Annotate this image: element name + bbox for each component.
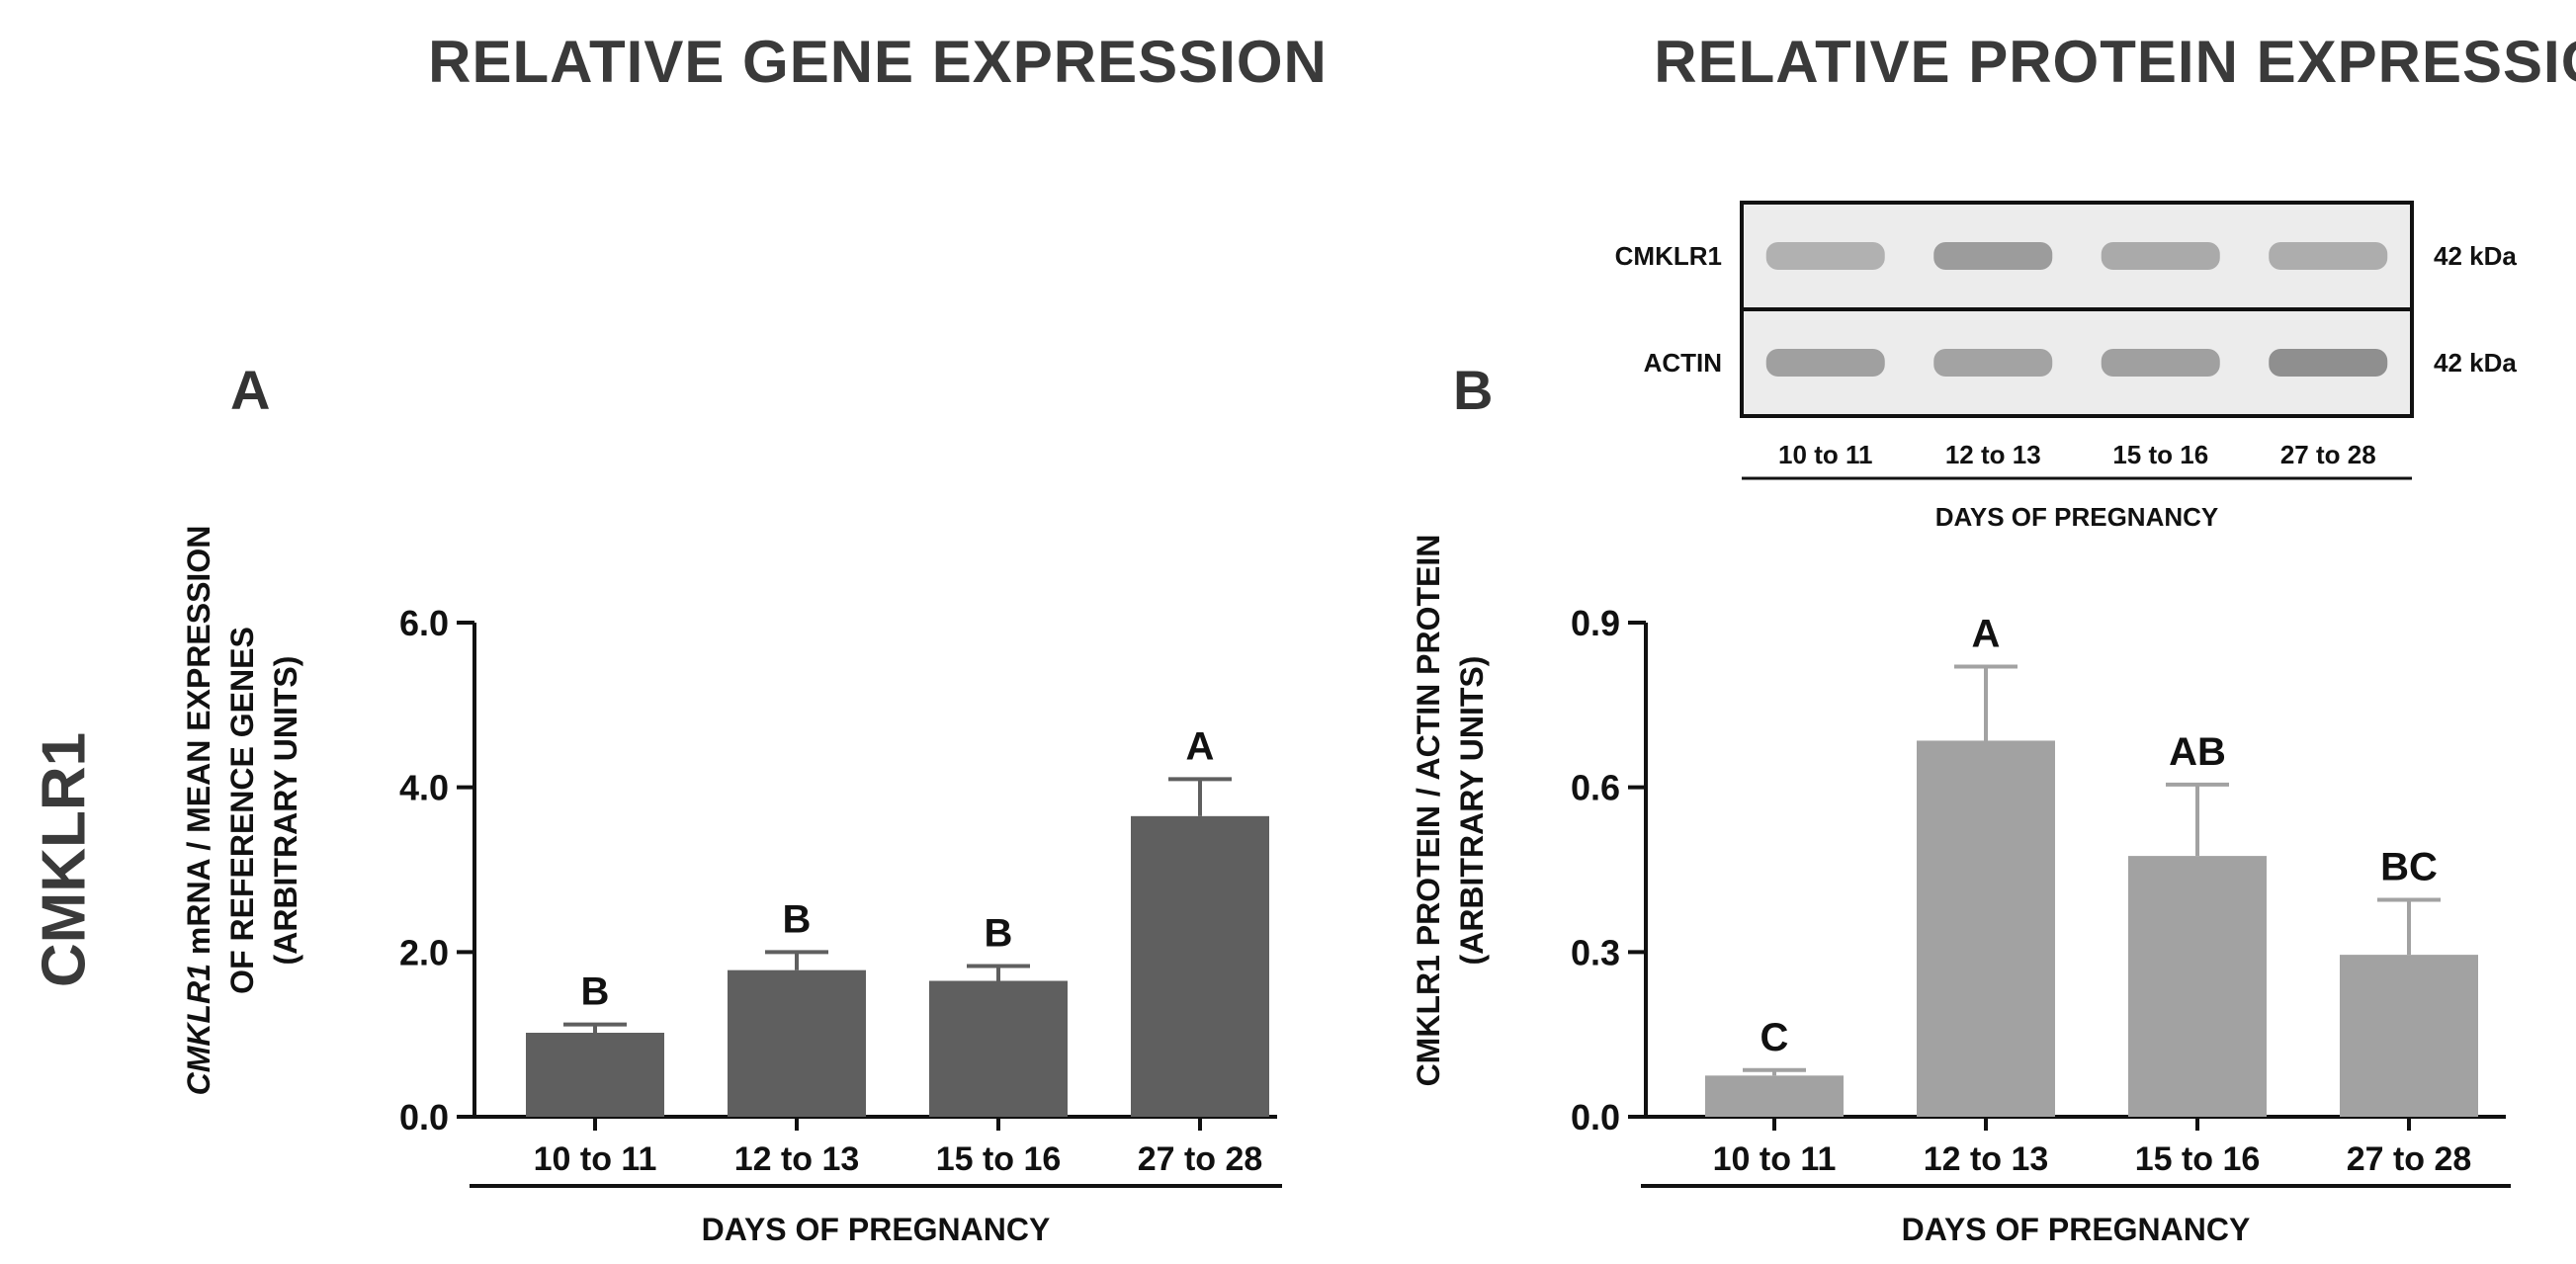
y-axis-label-text: mRNA / MEAN EXPRESSION bbox=[181, 526, 216, 964]
category-label: 12 to 13 bbox=[734, 1140, 860, 1178]
chart-b: 0.0 0.3 0.6 0.9 C 10 to 11 A 12 to 13 AB 15 to 16… bbox=[1411, 535, 2511, 1247]
blot-band bbox=[2269, 349, 2388, 377]
bar bbox=[929, 980, 1068, 1117]
blot-band bbox=[2269, 242, 2388, 270]
bar bbox=[526, 1033, 664, 1117]
significance-letter: BC bbox=[2380, 846, 2438, 889]
blot-band bbox=[1933, 349, 2053, 377]
protein-expression-heading: RELATIVE PROTEIN EXPRESSION bbox=[1654, 29, 2576, 95]
y-axis-label-line: (ARBITRARY UNITS) bbox=[1454, 656, 1490, 966]
blot-lane-label: 10 to 11 bbox=[1778, 440, 1872, 469]
blot-size-label: 42 kDa bbox=[2434, 348, 2517, 378]
western-blot: CMKLR1 42 kDa ACTIN 42 kDa 10 to 11 12 to 13 1… bbox=[1615, 201, 2517, 532]
x-axis-label: DAYS OF PREGNANCY bbox=[702, 1212, 1051, 1247]
category-label: 15 to 16 bbox=[936, 1140, 1062, 1178]
blot-band bbox=[2101, 349, 2220, 377]
significance-letter: AB bbox=[2169, 730, 2226, 774]
x-axis-label: DAYS OF PREGNANCY bbox=[1902, 1212, 2251, 1247]
blot-size-label: 42 kDa bbox=[2434, 241, 2517, 271]
chart-a: 0.0 2.0 4.0 6.0 B 10 to 11 B 12 to 13 B 15 to 16 A… bbox=[181, 526, 1282, 1247]
y-axis-label-text: (ARBITRARY UNITS) bbox=[1454, 656, 1490, 966]
panel-b-letter: B bbox=[1453, 359, 1494, 421]
blot-band bbox=[1765, 349, 1885, 377]
significance-letter: A bbox=[1186, 724, 1215, 768]
category-label: 12 to 13 bbox=[1924, 1140, 2049, 1178]
category-label: 15 to 16 bbox=[2135, 1140, 2261, 1178]
y-tick-label: 2.0 bbox=[399, 932, 449, 972]
category-label: 10 to 11 bbox=[1713, 1140, 1837, 1178]
category-label: 27 to 28 bbox=[1138, 1140, 1263, 1178]
y-axis-label-text: (ARBITRARY UNITS) bbox=[268, 656, 303, 966]
bar bbox=[1131, 815, 1269, 1117]
category-label: 27 to 28 bbox=[2347, 1140, 2472, 1178]
blot-row-label: ACTIN bbox=[1644, 348, 1722, 378]
y-tick-label: 6.0 bbox=[399, 603, 449, 643]
significance-letter: A bbox=[1972, 612, 2001, 655]
blot-band bbox=[2101, 242, 2220, 270]
y-tick-label: 0.0 bbox=[1571, 1097, 1620, 1138]
y-tick-label: 0.6 bbox=[1571, 768, 1620, 808]
blot-lane-label: 15 to 16 bbox=[2112, 440, 2208, 469]
gene-expression-heading: RELATIVE GENE EXPRESSION bbox=[428, 29, 1328, 95]
y-axis-label-line: (ARBITRARY UNITS) bbox=[268, 656, 303, 966]
y-axis-label-text: OF REFERENCE GENES bbox=[224, 627, 260, 994]
significance-letter: B bbox=[581, 970, 610, 1014]
y-tick-label: 0.0 bbox=[399, 1097, 449, 1138]
bar bbox=[1917, 740, 2055, 1117]
y-axis-label-italic: CMKLR1 bbox=[181, 964, 216, 1095]
bar bbox=[1705, 1075, 1844, 1117]
bar bbox=[2340, 955, 2478, 1117]
significance-letter: B bbox=[985, 912, 1013, 956]
bar bbox=[728, 969, 866, 1117]
blot-lane-label: 27 to 28 bbox=[2280, 440, 2376, 469]
blot-band bbox=[1765, 242, 1885, 270]
bar bbox=[2128, 856, 2267, 1117]
significance-letter: C bbox=[1760, 1016, 1789, 1059]
blot-band bbox=[1933, 242, 2053, 270]
y-axis-label-text: CMKLR1 PROTEIN / ACTIN PROTEIN bbox=[1411, 535, 1446, 1087]
category-label: 10 to 11 bbox=[534, 1140, 657, 1178]
blot-x-label: DAYS OF PREGNANCY bbox=[1935, 502, 2219, 532]
panel-a-letter: A bbox=[230, 359, 271, 421]
y-tick-label: 0.9 bbox=[1571, 603, 1620, 643]
blot-row-label: CMKLR1 bbox=[1615, 241, 1722, 271]
y-tick-label: 4.0 bbox=[399, 768, 449, 808]
blot-lane-label: 12 to 13 bbox=[1945, 440, 2041, 469]
y-axis-label-line: CMKLR1 PROTEIN / ACTIN PROTEIN bbox=[1411, 535, 1446, 1087]
y-axis-label-line: OF REFERENCE GENES bbox=[224, 627, 260, 994]
y-axis-label-line: CMKLR1 mRNA / MEAN EXPRESSION bbox=[181, 526, 216, 1096]
significance-letter: B bbox=[783, 897, 812, 941]
y-tick-label: 0.3 bbox=[1571, 932, 1620, 972]
